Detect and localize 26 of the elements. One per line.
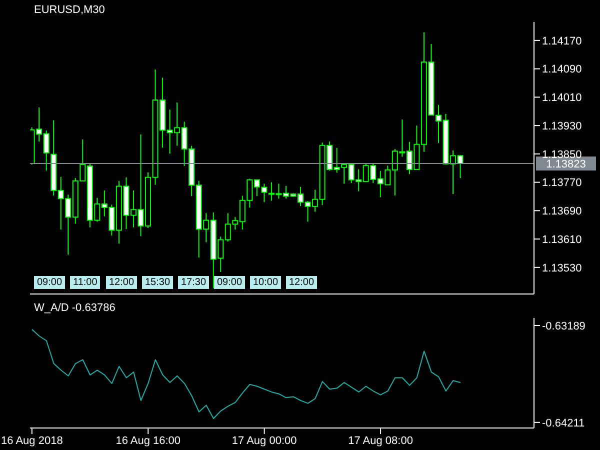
ref-line-label: 1.13823 (546, 158, 586, 170)
annotation: 10:00 (250, 276, 282, 289)
y-tick-label: 1.13530 (542, 262, 582, 274)
y-tick-label: 1.13930 (542, 120, 582, 132)
annotation: 09:00 (214, 276, 246, 289)
y-tick-label: -0.64211 (542, 417, 585, 430)
annotation: 15:30 (142, 276, 174, 289)
y-tick-label: 1.13690 (542, 206, 582, 218)
x-tick-label: 16 Aug 2018 (1, 434, 63, 447)
annotation: 12:00 (106, 276, 138, 289)
y-tick-label: 1.14090 (542, 64, 582, 76)
chart-title: EURUSD,M30 (34, 4, 105, 16)
x-tick-label: 17 Aug 08:00 (348, 434, 413, 447)
y-tick-label: 1.13770 (542, 177, 582, 190)
x-tick-label: 16 Aug 16:00 (116, 434, 181, 447)
annotation: 11:00 (70, 276, 100, 289)
annotation: 12:00 (286, 276, 318, 289)
y-tick-label: 1.14170 (542, 35, 582, 48)
x-tick-label: 17 Aug 00:00 (232, 434, 297, 447)
annotation: 17:30 (178, 276, 210, 289)
chart-title: W_A/D -0.63786 (34, 302, 116, 314)
annotation: 09:00 (34, 276, 66, 289)
y-tick-label: -0.63189 (542, 320, 586, 332)
line-series (31, 328, 461, 420)
y-tick-label: 1.13610 (542, 234, 582, 246)
y-tick-label: 1.14010 (542, 92, 582, 104)
